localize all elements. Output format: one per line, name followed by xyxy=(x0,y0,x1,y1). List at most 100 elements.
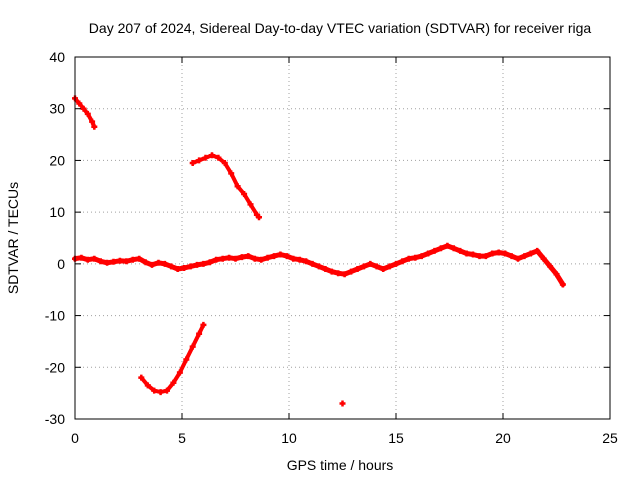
data-point xyxy=(80,105,87,112)
data-point xyxy=(196,157,203,164)
data-point xyxy=(264,254,271,261)
data-point xyxy=(187,263,194,270)
y-tick-label: 30 xyxy=(49,101,65,117)
data-point xyxy=(335,270,342,277)
data-point xyxy=(78,254,85,261)
data-point xyxy=(373,263,380,270)
data-point xyxy=(399,258,406,265)
x-tick-label: 10 xyxy=(281,430,297,446)
data-point xyxy=(277,251,284,258)
data-point xyxy=(183,356,190,363)
data-point xyxy=(553,271,560,278)
data-point xyxy=(547,263,554,270)
x-tick-label: 25 xyxy=(602,430,618,446)
data-point xyxy=(515,255,521,262)
data-point xyxy=(354,266,361,272)
data-point xyxy=(425,250,432,257)
data-point xyxy=(470,251,476,258)
series-main-band xyxy=(72,242,566,288)
plot-frame xyxy=(74,56,611,420)
data-point xyxy=(215,154,222,161)
data-point xyxy=(283,253,290,260)
data-point xyxy=(97,258,104,265)
x-tick-label: 5 xyxy=(178,430,186,446)
series-arc-lower xyxy=(138,321,207,396)
data-point xyxy=(181,265,188,271)
data-point xyxy=(200,321,207,328)
data-point xyxy=(226,254,233,261)
data-point xyxy=(341,271,348,278)
series-arc-upper xyxy=(189,152,262,221)
data-point xyxy=(129,256,136,263)
data-point xyxy=(360,263,367,270)
data-point xyxy=(309,260,316,267)
data-point xyxy=(431,247,438,254)
y-tick-label: -20 xyxy=(45,359,65,375)
data-point xyxy=(339,400,346,407)
data-point xyxy=(149,261,155,268)
data-point xyxy=(290,255,297,262)
data-point xyxy=(348,268,355,275)
data-point xyxy=(161,260,168,267)
data-point xyxy=(155,259,162,266)
x-tick-label: 20 xyxy=(495,430,511,446)
data-point xyxy=(412,254,419,261)
y-tick-label: -30 xyxy=(45,411,65,427)
data-point xyxy=(170,379,177,386)
data-point xyxy=(367,260,374,267)
data-point xyxy=(241,191,248,197)
data-point xyxy=(168,263,175,270)
data-point xyxy=(144,382,151,389)
data-point xyxy=(463,250,470,257)
axis-ticks: 0 5 10 15 20 25 -30 -20 -10 0 10 20 30 40 xyxy=(45,49,618,446)
y-tick-label: 0 xyxy=(57,256,65,272)
data-point xyxy=(418,253,425,260)
data-point xyxy=(138,374,145,381)
data-point xyxy=(405,255,412,262)
data-point xyxy=(457,247,464,254)
data-point xyxy=(76,100,83,107)
data-point xyxy=(534,247,541,254)
data-point xyxy=(123,258,130,265)
data-point xyxy=(508,253,515,260)
data-point xyxy=(527,250,534,257)
data-point xyxy=(238,254,245,261)
data-point xyxy=(521,253,528,260)
series-isolated-point xyxy=(339,400,346,407)
data-point xyxy=(271,253,277,260)
data-point xyxy=(502,250,509,257)
data-point xyxy=(495,249,502,256)
data-point xyxy=(91,255,98,262)
data-point xyxy=(189,343,196,350)
data-point xyxy=(176,369,183,376)
grid-lines xyxy=(75,57,610,419)
y-tick-label: 40 xyxy=(49,49,65,65)
data-point xyxy=(303,258,310,265)
data-point xyxy=(194,261,200,268)
data-point xyxy=(482,253,489,260)
data-point xyxy=(84,110,91,117)
data-point xyxy=(116,257,123,264)
data-point xyxy=(219,255,226,262)
data-point xyxy=(89,118,96,125)
data-point xyxy=(164,387,170,394)
data-point xyxy=(206,259,213,266)
data-point xyxy=(316,263,322,270)
data-point xyxy=(559,281,566,288)
data-point xyxy=(444,242,451,249)
data-point xyxy=(136,255,143,262)
x-axis-label: GPS time / hours xyxy=(287,457,394,473)
data-point xyxy=(202,154,209,161)
data-point xyxy=(245,253,252,260)
data-point xyxy=(213,256,220,263)
data-point xyxy=(476,253,483,260)
data-point xyxy=(380,266,387,272)
data-point xyxy=(258,256,265,263)
y-axis-label: SDTVAR / TECUs xyxy=(5,182,21,294)
data-point xyxy=(234,183,241,190)
data-point xyxy=(386,263,393,270)
data-point xyxy=(393,260,399,267)
data-point xyxy=(209,152,215,159)
data-point xyxy=(110,258,117,265)
